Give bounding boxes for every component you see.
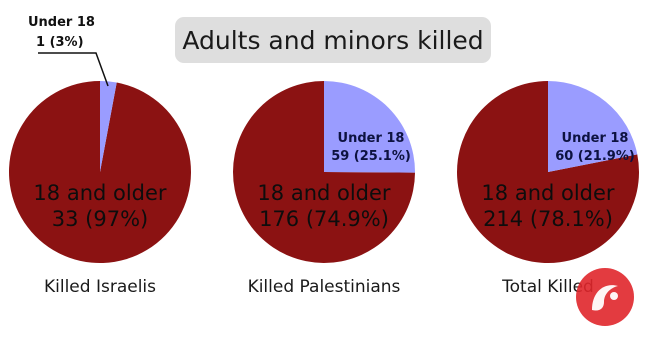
caption-killed-palestinians: Killed Palestinians [247,277,401,297]
value-under-18-1: 59 (25.1%) [331,149,411,164]
label-under-18-2: Under 18 [562,131,629,146]
news-agency-logo-icon [576,268,634,326]
value-18-and-older-1: 176 (74.9%) [259,207,389,231]
label-under-18-0: Under 18 [28,15,95,30]
slice-under-18-2 [548,81,638,172]
leader-line-under-18 [38,52,109,87]
label-18-and-older-0: 18 and older [33,181,167,205]
slice-under-18-0 [100,81,117,172]
caption-total-killed: Total Killed [502,277,594,297]
value-18-and-older-2: 214 (78.1%) [483,207,613,231]
caption-killed-israelis: Killed Israelis [43,277,156,297]
value-under-18-2: 60 (21.9%) [555,149,635,164]
slice-18-and-older-0 [8,80,191,263]
slice-under-18-1 [324,81,416,173]
value-18-and-older-0: 33 (97%) [52,207,148,231]
slice-18-and-older-1 [233,81,415,263]
slice-18-and-older-2 [457,81,640,263]
label-18-and-older-1: 18 and older [257,181,391,205]
value-under-18-0: 1 (3%) [36,35,84,50]
chart-title: Adults and minors killed [175,17,491,63]
label-under-18-1: Under 18 [338,131,405,146]
label-18-and-older-2: 18 and older [481,181,615,205]
